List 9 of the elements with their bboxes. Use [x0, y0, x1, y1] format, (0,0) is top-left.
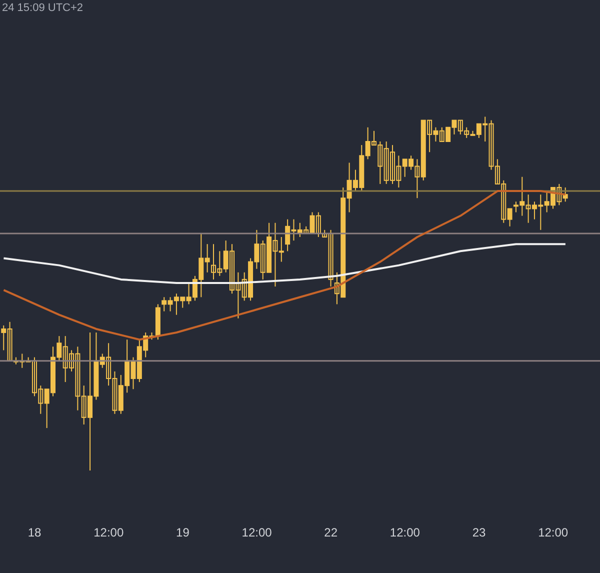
text: 24 15:09 UTC+2 [2, 2, 84, 14]
x-tick-label: 12:00 [538, 526, 568, 540]
x-tick-label: 12:00 [94, 526, 124, 540]
x-tick-label: 18 [28, 526, 42, 540]
x-tick-label: 22 [324, 526, 338, 540]
x-tick-label: 23 [472, 526, 486, 540]
x-tick-label: 12:00 [242, 526, 272, 540]
x-tick-label: 19 [176, 526, 190, 540]
x-tick-label: 12:00 [390, 526, 420, 540]
